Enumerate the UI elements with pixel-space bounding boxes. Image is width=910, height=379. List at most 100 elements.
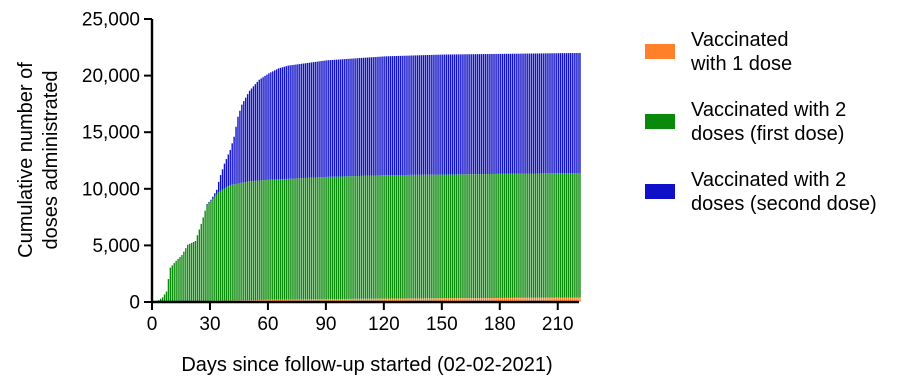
bar-two-dose-first	[266, 179, 268, 300]
bar-two-dose-first	[492, 173, 494, 298]
bar-one-dose	[426, 298, 429, 302]
bar-two-dose-first	[380, 175, 382, 299]
bar-two-dose-first	[246, 181, 249, 301]
bar-one-dose	[513, 297, 515, 302]
bar-two-dose-first	[436, 174, 438, 299]
bar-two-dose-first	[559, 173, 562, 298]
bar-two-dose-second	[256, 81, 258, 181]
bar-two-dose-first	[428, 174, 430, 299]
bar-one-dose	[403, 298, 405, 302]
bar-two-dose-first	[301, 178, 303, 300]
bar-two-dose-second	[476, 54, 479, 175]
bar-one-dose	[424, 298, 427, 302]
bar-two-dose-first	[536, 173, 539, 298]
bar-two-dose-second	[320, 61, 322, 178]
bar-two-dose-second	[277, 68, 280, 180]
bar-one-dose	[527, 297, 529, 302]
bar-two-dose-second	[231, 143, 233, 185]
bar-two-dose-first	[542, 173, 544, 298]
bar-one-dose	[579, 297, 581, 302]
bar-two-dose-first	[386, 175, 388, 299]
bar-one-dose	[563, 297, 566, 302]
bar-two-dose-first	[507, 173, 510, 298]
legend-label-two-dose-first: Vaccinated with 2 doses (first dose)	[691, 98, 846, 146]
bar-one-dose	[509, 297, 512, 302]
bar-two-dose-second	[415, 55, 417, 175]
bar-one-dose	[440, 298, 442, 302]
bar-one-dose	[308, 299, 311, 302]
bar-two-dose-second	[359, 58, 361, 176]
bar-two-dose-second	[529, 53, 531, 174]
bar-two-dose-first	[283, 178, 286, 300]
bar-two-dose-first	[432, 174, 434, 299]
bar-two-dose-first	[173, 263, 175, 302]
bar-two-dose-first	[326, 176, 328, 300]
bar-one-dose	[401, 298, 403, 302]
bar-two-dose-first	[316, 177, 318, 300]
bar-two-dose-second	[322, 60, 324, 178]
bar-two-dose-first	[527, 173, 529, 298]
bar-one-dose	[525, 297, 527, 302]
bar-two-dose-first	[343, 176, 345, 299]
bar-two-dose-second	[212, 196, 214, 199]
bar-two-dose-second	[380, 56, 382, 176]
bar-two-dose-first	[243, 182, 245, 301]
bar-one-dose	[523, 297, 525, 302]
bar-two-dose-second	[411, 55, 413, 175]
bar-two-dose-first	[345, 176, 347, 299]
x-tick-label: 150	[426, 314, 458, 335]
legend-item-two-dose-second: Vaccinated with 2 doses (second dose)	[645, 168, 910, 238]
bar-one-dose	[409, 298, 411, 302]
bar-two-dose-first	[482, 174, 485, 299]
bar-two-dose-first	[500, 173, 502, 298]
bar-two-dose-first	[556, 173, 558, 298]
bar-two-dose-first	[467, 174, 469, 299]
bar-one-dose	[378, 298, 380, 302]
bar-two-dose-first	[335, 176, 338, 300]
bar-two-dose-second	[353, 58, 355, 177]
bar-two-dose-second	[258, 79, 260, 181]
bar-two-dose-second	[442, 54, 444, 175]
bar-two-dose-second	[482, 54, 485, 175]
bar-one-dose	[418, 298, 421, 302]
bar-two-dose-second	[355, 58, 357, 177]
bar-one-dose	[380, 298, 382, 302]
legend-label-line: doses (first dose)	[691, 123, 845, 145]
bar-two-dose-second	[565, 53, 568, 174]
bar-one-dose	[302, 299, 305, 302]
bar-two-dose-second	[283, 66, 286, 179]
bar-two-dose-second	[500, 53, 502, 174]
bar-two-dose-second	[403, 55, 405, 175]
bar-two-dose-first	[295, 178, 297, 300]
bar-two-dose-first	[264, 180, 266, 300]
bar-two-dose-second	[428, 54, 430, 175]
bar-two-dose-first	[399, 175, 401, 299]
bar-one-dose	[505, 297, 508, 302]
bar-two-dose-second	[279, 67, 282, 180]
bar-two-dose-second	[318, 61, 320, 178]
bar-one-dose	[353, 298, 355, 302]
bar-two-dose-second	[370, 57, 372, 176]
bar-two-dose-first	[445, 174, 448, 299]
bar-two-dose-first	[270, 179, 272, 300]
bar-two-dose-first	[486, 174, 488, 299]
x-tick-label: 210	[542, 314, 574, 335]
bar-one-dose	[324, 299, 326, 302]
legend-swatch-two-dose-second	[645, 184, 675, 199]
bar-two-dose-second	[540, 53, 543, 174]
bar-two-dose-second	[382, 56, 384, 176]
bar-one-dose	[461, 298, 463, 302]
bar-one-dose	[347, 298, 349, 302]
bar-two-dose-second	[337, 59, 340, 177]
bar-one-dose	[393, 298, 396, 302]
bar-one-dose	[529, 297, 531, 302]
bar-two-dose-first	[175, 260, 177, 302]
bar-two-dose-first	[262, 180, 264, 300]
bar-two-dose-second	[241, 104, 243, 183]
bars	[154, 52, 581, 303]
bar-two-dose-first	[546, 173, 548, 298]
bar-two-dose-first	[337, 176, 340, 300]
bar-one-dose	[364, 298, 367, 302]
bar-one-dose	[453, 298, 456, 302]
bar-two-dose-first	[455, 174, 457, 299]
